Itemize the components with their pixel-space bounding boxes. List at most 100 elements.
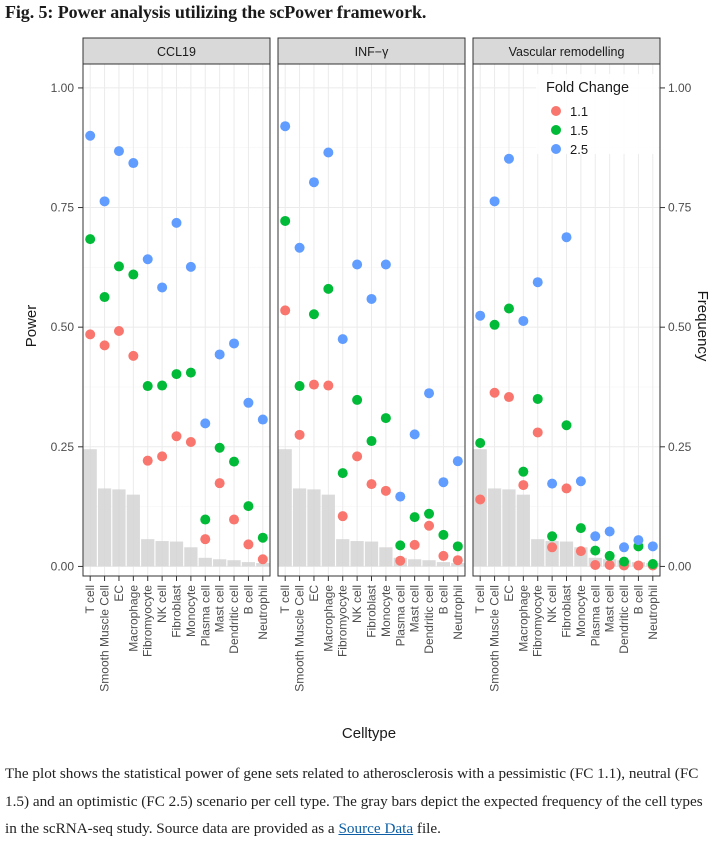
figure-caption: The plot shows the statistical power of …	[5, 760, 717, 843]
point-fc-1-1	[590, 559, 601, 570]
point-fc-1-5	[185, 367, 196, 378]
point-fc-1-1	[475, 494, 486, 505]
point-fc-1-5	[489, 319, 500, 330]
point-fc-1-5	[575, 523, 586, 534]
facet-strip	[472, 37, 661, 65]
point-fc-1-5	[475, 437, 486, 448]
point-fc-1-1	[294, 429, 305, 440]
frequency-bar	[83, 449, 97, 567]
point-fc-1-1	[532, 427, 543, 438]
x-tick-label: Fibroblast	[560, 584, 574, 637]
point-fc-2-5	[475, 310, 486, 321]
point-fc-1-5	[395, 540, 406, 551]
point-fc-2-5	[489, 196, 500, 207]
y-tick-label: 0.50	[51, 320, 75, 334]
frequency-bar	[408, 559, 422, 567]
legend-swatch	[551, 106, 561, 116]
point-fc-1-5	[352, 394, 363, 405]
point-fc-2-5	[409, 429, 420, 440]
facet-title: Vascular remodelling	[509, 45, 625, 59]
point-fc-2-5	[308, 177, 319, 188]
point-fc-1-5	[142, 381, 153, 392]
point-fc-1-1	[452, 555, 463, 566]
point-fc-1-5	[647, 559, 658, 570]
point-fc-1-1	[229, 514, 240, 525]
point-fc-1-1	[128, 350, 139, 361]
point-fc-1-1	[604, 559, 615, 570]
x-tick-label: Monocyte	[379, 585, 393, 637]
frequency-bar	[292, 488, 307, 567]
point-fc-1-1	[633, 560, 644, 571]
frequency-bar	[379, 547, 393, 567]
point-fc-2-5	[257, 414, 268, 425]
point-fc-1-1	[99, 340, 110, 351]
point-fc-1-5	[99, 292, 110, 303]
frequency-bar	[141, 539, 155, 567]
frequency-bar	[307, 489, 321, 567]
x-tick-label: Macrophage	[516, 585, 530, 652]
point-fc-2-5	[352, 259, 363, 270]
point-fc-2-5	[619, 542, 630, 553]
x-tick-label: Fibromyocyte	[531, 585, 545, 657]
point-fc-1-1	[395, 555, 406, 566]
point-fc-2-5	[280, 121, 291, 132]
point-fc-1-5	[157, 380, 168, 391]
x-tick-label: EC	[502, 585, 516, 602]
point-fc-2-5	[200, 418, 211, 429]
point-fc-2-5	[561, 232, 572, 243]
point-fc-1-5	[323, 283, 334, 294]
point-fc-1-5	[518, 466, 529, 477]
x-tick-label: Monocyte	[184, 585, 198, 637]
point-fc-2-5	[243, 397, 254, 408]
x-tick-label: NK cell	[350, 585, 364, 623]
caption-end: file.	[413, 820, 441, 837]
legend-title: Fold Change	[546, 80, 629, 96]
point-fc-1-5	[366, 436, 377, 447]
figure-title: Fig. 5: Power analysis utilizing the scP…	[5, 2, 427, 22]
frequency-bar	[502, 489, 516, 567]
point-fc-2-5	[171, 217, 182, 228]
point-fc-2-5	[518, 315, 529, 326]
x-tick-label: B cell	[631, 585, 645, 614]
point-fc-1-1	[113, 326, 124, 337]
point-fc-2-5	[99, 196, 110, 207]
point-fc-1-5	[604, 550, 615, 561]
frequency-bar	[487, 488, 502, 567]
x-tick-label: Plasma cell	[588, 585, 602, 646]
point-fc-1-1	[489, 387, 500, 398]
legend-label: 2.5	[570, 142, 588, 157]
frequency-bar	[169, 541, 184, 567]
source-data-link[interactable]: Source Data	[338, 820, 414, 837]
point-fc-1-5	[409, 512, 420, 523]
x-tick-label: Mast cell	[213, 585, 227, 632]
point-fc-2-5	[604, 526, 615, 537]
point-fc-1-1	[518, 480, 529, 491]
frequency-bar	[256, 563, 270, 567]
point-fc-1-5	[337, 468, 348, 479]
frequency-bar	[336, 539, 350, 567]
legend-swatch	[551, 125, 561, 135]
y2-axis-title: Frequency	[694, 291, 711, 362]
legend-label: 1.5	[570, 123, 588, 138]
x-tick-label: Fibromyocyte	[336, 585, 350, 657]
x-tick-label: Plasma cell	[393, 585, 407, 646]
frequency-bar	[321, 494, 335, 567]
x-tick-label: NK cell	[545, 585, 559, 623]
point-fc-1-5	[452, 541, 463, 552]
point-fc-1-5	[590, 545, 601, 556]
x-tick-label: Mast cell	[408, 585, 422, 632]
point-fc-2-5	[157, 282, 168, 293]
point-fc-1-5	[424, 508, 435, 519]
point-fc-1-5	[171, 369, 182, 380]
point-fc-1-1	[214, 478, 225, 489]
frequency-bar	[241, 562, 256, 567]
y-tick-label: 0.75	[51, 201, 75, 215]
point-fc-2-5	[590, 531, 601, 542]
x-tick-label: Macrophage	[321, 585, 335, 652]
point-fc-1-1	[409, 539, 420, 550]
x-tick-label: Neutrophil	[256, 585, 270, 640]
point-fc-1-5	[619, 556, 630, 567]
frequency-bar	[97, 488, 112, 567]
point-fc-1-5	[128, 269, 139, 280]
